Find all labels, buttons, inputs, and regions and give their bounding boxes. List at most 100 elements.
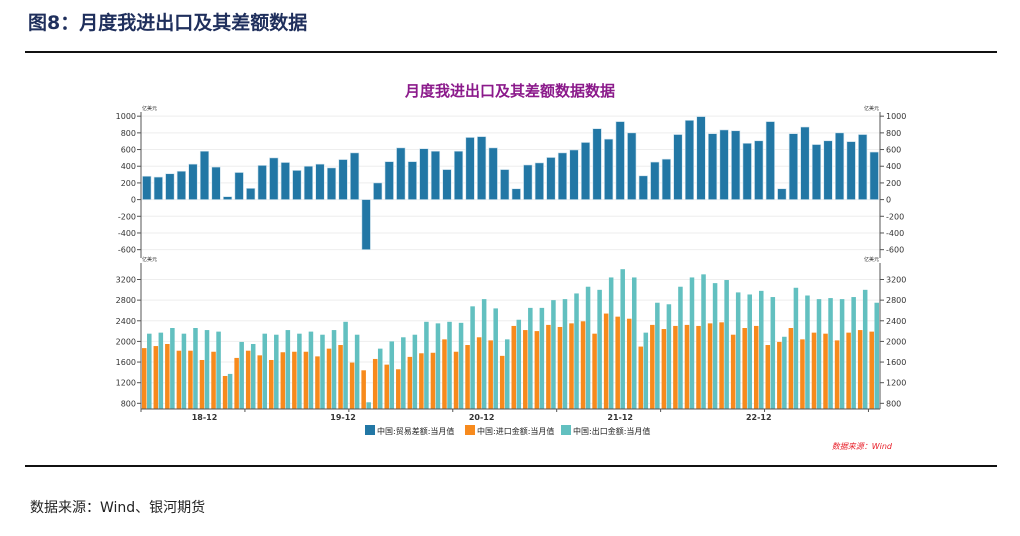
export-bar (862, 289, 868, 409)
export-bar (250, 343, 256, 409)
balance-bar (523, 164, 533, 200)
import-bar (800, 339, 805, 409)
import-bar (361, 370, 366, 409)
export-bar (608, 277, 614, 409)
balance-bar (777, 188, 787, 200)
y-tick-label-right: 800 (886, 129, 901, 138)
balance-bar (627, 132, 637, 200)
export-bar (331, 330, 337, 409)
balance-bar (707, 133, 718, 200)
import-bar (407, 356, 413, 409)
y-tick-label-right: 2400 (886, 317, 906, 326)
balance-bar (269, 157, 279, 200)
import-bar (857, 330, 863, 409)
balance-bar (731, 130, 741, 200)
export-bar (504, 339, 510, 409)
import-bar (442, 339, 447, 409)
y-tick-label-right: -200 (886, 212, 904, 221)
export-bar (285, 330, 291, 409)
balance-bar (858, 134, 868, 200)
import-bar (234, 357, 239, 409)
export-bar (631, 277, 637, 409)
balance-bar (534, 162, 544, 200)
export-bar (297, 333, 302, 409)
y-tick-label-right: 400 (886, 162, 901, 171)
export-bar (851, 297, 856, 409)
balance-bar (442, 169, 452, 200)
import-bar (580, 321, 586, 409)
balance-bar (188, 163, 198, 200)
export-bar (447, 321, 452, 409)
y-tick-label-left: 200 (121, 179, 136, 188)
import-bar (673, 325, 678, 409)
y-tick-label-right: 800 (886, 399, 901, 408)
import-bar (546, 324, 551, 409)
export-bar (204, 330, 210, 409)
export-bar (262, 333, 268, 409)
balance-bar (742, 142, 752, 200)
import-bar (592, 333, 597, 409)
import-bar (396, 369, 401, 409)
balance-bar (869, 151, 879, 200)
legend-swatch (365, 425, 375, 435)
export-bar (689, 277, 695, 409)
balance-bar (846, 141, 856, 200)
import-bar (465, 345, 470, 409)
balance-bar (465, 137, 475, 200)
balance-bar (234, 172, 244, 200)
balance-bar (303, 165, 314, 200)
y-tick-label-left: -200 (118, 212, 136, 221)
y-tick-label-left: 600 (121, 146, 136, 155)
balance-bar (246, 188, 256, 200)
balance-bar (592, 128, 602, 200)
balance-bar (326, 167, 337, 200)
export-bar (424, 321, 429, 409)
balance-bar (684, 120, 695, 200)
y-tick-label-left: -600 (118, 246, 136, 255)
balance-bar (315, 163, 325, 200)
balance-bar (419, 148, 429, 200)
balance-bar (754, 140, 764, 200)
import-bar (730, 334, 736, 409)
export-bar (147, 333, 152, 409)
balance-bar (569, 149, 579, 200)
import-bar (176, 350, 182, 409)
import-bar (626, 318, 632, 409)
import-bar (188, 350, 193, 409)
export-bar (516, 319, 522, 409)
balance-bar (257, 165, 267, 200)
balance-bar (638, 175, 648, 200)
import-bar (142, 348, 147, 409)
export-bar (759, 290, 764, 409)
y-tick-label-right: 1200 (886, 379, 906, 388)
import-bar (222, 375, 228, 409)
import-bar (245, 350, 251, 409)
import-bar (603, 313, 609, 409)
import-bar (292, 351, 297, 409)
export-bar (308, 331, 314, 409)
balance-bar (765, 121, 775, 200)
import-bar (338, 345, 343, 409)
export-bar (181, 333, 187, 409)
legend-label: 中国:进口金额:当月值 (477, 426, 554, 436)
balance-bar (696, 116, 706, 200)
import-bar (823, 333, 828, 409)
source-note: 数据来源：Wind、银河期货 (30, 500, 206, 516)
y-tick-label-right: 1600 (886, 358, 906, 367)
balance-bar (823, 140, 833, 200)
import-bar (742, 328, 747, 409)
balance-bar (165, 173, 175, 200)
export-bar (343, 321, 348, 409)
export-bar (724, 280, 729, 409)
export-bar (551, 300, 556, 409)
import-bar (476, 337, 482, 409)
import-bar (511, 325, 517, 409)
export-bar (528, 307, 533, 409)
import-bar (777, 341, 782, 409)
y-tick-label-right: 2000 (886, 337, 906, 346)
export-bar (239, 341, 244, 409)
import-bar (834, 340, 840, 409)
y-tick-label-right: 1000 (886, 112, 906, 121)
export-bar (805, 295, 810, 409)
figure-title: 图8：月度我进出口及其差额数据 (28, 12, 308, 34)
